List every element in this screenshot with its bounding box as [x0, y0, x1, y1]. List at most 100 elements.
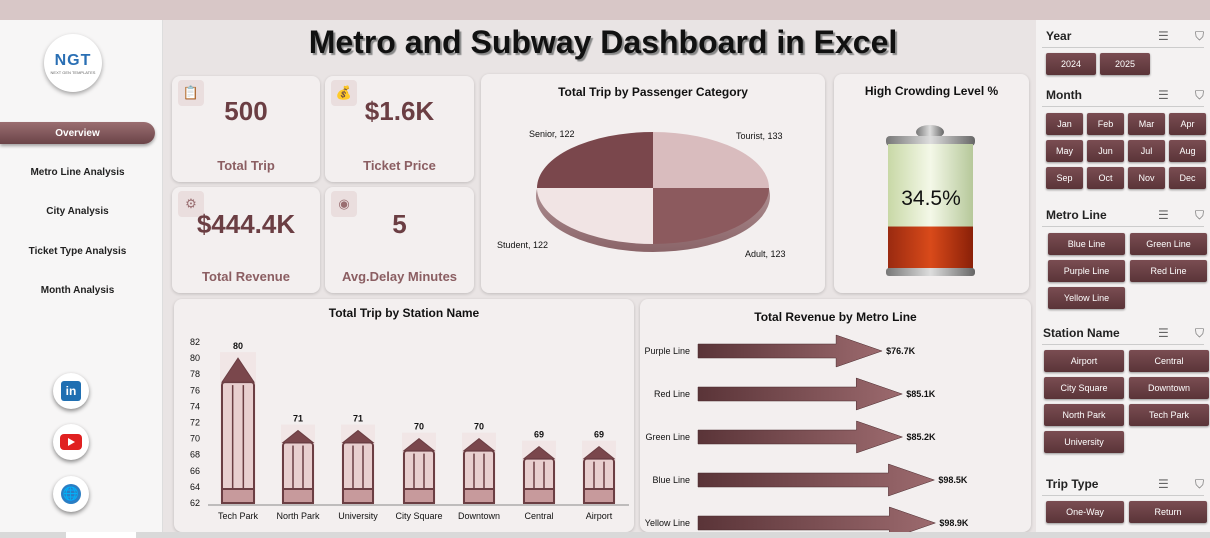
slicer-month-aug[interactable]: Aug [1169, 140, 1206, 162]
pencil-eraser [583, 488, 615, 504]
slicer-month-mar[interactable]: Mar [1128, 113, 1165, 135]
nav-metro-line-analysis[interactable]: Metro Line Analysis [30, 166, 125, 178]
multi-select-icon[interactable]: ☰ [1158, 477, 1169, 491]
clear-filter-icon[interactable]: ⛉ [1194, 326, 1204, 340]
sheet-tab-active[interactable] [66, 532, 136, 538]
slicer-month-feb[interactable]: Feb [1087, 113, 1124, 135]
slicer-month-jan[interactable]: Jan [1046, 113, 1083, 135]
slicer-month-jun[interactable]: Jun [1087, 140, 1124, 162]
bar-value-label: 71 [293, 414, 303, 424]
revenue-chart-card: Total Revenue by Metro Line Purple Line $… [640, 299, 1031, 532]
clear-filter-icon[interactable]: ⛉ [1194, 88, 1204, 102]
clear-filter-icon[interactable]: ⛉ [1194, 29, 1204, 43]
clear-filter-icon[interactable]: ⛉ [1194, 208, 1204, 222]
youtube-button[interactable] [53, 424, 89, 460]
pie-label-tourist: Tourist, 133 [736, 131, 783, 141]
station-bar: 71 North Park [276, 414, 320, 521]
slicer-month-apr[interactable]: Apr [1169, 113, 1206, 135]
multi-select-icon[interactable]: ☰ [1158, 208, 1169, 222]
y-category-label: Purple Line [644, 346, 690, 356]
slicer-station-item[interactable]: Tech Park [1129, 404, 1209, 426]
y-category-label: Green Line [645, 432, 690, 442]
multi-select-icon[interactable]: ☰ [1158, 326, 1169, 340]
revenue-arrow: Red Line $85.1K [654, 377, 936, 411]
slicer-year-2025[interactable]: 2025 [1100, 53, 1150, 75]
kpi-value: 500 [224, 96, 268, 126]
clear-filter-icon[interactable]: ⛉ [1194, 477, 1204, 491]
station-bar: 70 Downtown [458, 422, 500, 521]
slicer-station-item[interactable]: Airport [1044, 350, 1124, 372]
slicer-month-tools: ☰ ⛉ [1158, 88, 1204, 102]
kpi-label: Total Revenue [202, 269, 290, 284]
divider [1042, 106, 1204, 107]
dashboard-title: Metro and Subway Dashboard in Excel [308, 24, 898, 60]
slicer-year-2024[interactable]: 2024 [1046, 53, 1096, 75]
kpi-card-ticket-price: 💰 $1.6K Ticket Price [325, 76, 474, 182]
slicer-month-dec[interactable]: Dec [1169, 167, 1206, 189]
linkedin-button[interactable]: in [53, 373, 89, 409]
y-tick-label: 72 [190, 418, 200, 428]
nav-month-analysis[interactable]: Month Analysis [40, 284, 115, 296]
arrow-value-label: $98.5K [938, 475, 968, 485]
arrow-shape [697, 506, 937, 532]
station-bar: 69 Central [522, 430, 556, 521]
nav-city-analysis[interactable]: City Analysis [46, 205, 109, 217]
pencil-tip [221, 357, 255, 383]
pencil-tip [522, 446, 556, 460]
multi-select-icon[interactable]: ☰ [1158, 29, 1169, 43]
y-tick-label: 62 [190, 498, 200, 508]
slicer-station-item[interactable]: Central [1129, 350, 1209, 372]
slicer-trip-type-one-way[interactable]: One-Way [1046, 501, 1124, 523]
logo: NGT NEXT GEN TEMPLATES [44, 34, 102, 92]
multi-select-icon[interactable]: ☰ [1158, 88, 1169, 102]
x-tick-label: City Square [395, 511, 442, 521]
slicer-metro-line-item[interactable]: Yellow Line [1048, 287, 1125, 309]
bar-value-label: 69 [594, 430, 604, 440]
x-tick-label: Tech Park [218, 511, 259, 521]
pencil-tip [582, 446, 616, 460]
slicer-month-jul[interactable]: Jul [1128, 140, 1165, 162]
slicer-trip-type-return[interactable]: Return [1129, 501, 1207, 523]
y-category-label: Yellow Line [645, 518, 690, 528]
nav-ticket-type-analysis[interactable]: Ticket Type Analysis [28, 245, 127, 257]
slicer-month-sep[interactable]: Sep [1046, 167, 1083, 189]
slicer-metro-line-item[interactable]: Purple Line [1048, 260, 1125, 282]
slicer-metro-line-item[interactable]: Red Line [1130, 260, 1207, 282]
slicer-metro-line-item[interactable]: Blue Line [1048, 233, 1125, 255]
logo-subtitle: NEXT GEN TEMPLATES [50, 69, 96, 75]
slicer-month-title: Month [1046, 88, 1082, 102]
kpi-value: $1.6K [364, 96, 435, 126]
x-tick-label: North Park [276, 511, 320, 521]
y-tick-label: 64 [190, 482, 200, 492]
clipboard-icon: 📋 [178, 80, 204, 106]
nav-overview[interactable]: Overview [0, 122, 155, 144]
battery-top [886, 136, 975, 146]
revenue-arrow: Green Line $85.2K [645, 420, 936, 454]
slicer-station-item[interactable]: Downtown [1129, 377, 1209, 399]
pencil-eraser [342, 488, 374, 504]
slicer-panel: Year ☰ ⛉ 2024 2025 Month ☰ ⛉ Jan Feb Mar Apr M… [1036, 20, 1210, 532]
revenue-arrow: Yellow Line $98.9K [645, 506, 969, 532]
pie-chart-title: Total Trip by Passenger Category [558, 85, 748, 99]
slicer-station-item[interactable]: University [1044, 431, 1124, 453]
revenue-arrow: Purple Line $76.7K [644, 334, 916, 368]
slicer-month-nov[interactable]: Nov [1128, 167, 1165, 189]
y-tick-label: 80 [190, 353, 200, 363]
bar-value-label: 71 [353, 414, 363, 424]
slicer-station-item[interactable]: City Square [1044, 377, 1124, 399]
kpi-label: Ticket Price [363, 158, 436, 173]
x-tick-label: Central [524, 511, 553, 521]
slicer-station-title: Station Name [1043, 326, 1120, 340]
y-tick-label: 70 [190, 434, 200, 444]
y-tick-label: 76 [190, 385, 200, 395]
youtube-icon [60, 434, 82, 450]
slicer-month-oct[interactable]: Oct [1087, 167, 1124, 189]
slicer-metro-line-item[interactable]: Green Line [1130, 233, 1207, 255]
y-tick-label: 66 [190, 466, 200, 476]
arrow-value-label: $85.1K [906, 389, 936, 399]
sheet-tab-bar [0, 532, 1210, 538]
website-button[interactable]: 🌐 [53, 476, 89, 512]
arrow-shape [697, 334, 883, 368]
slicer-station-item[interactable]: North Park [1044, 404, 1124, 426]
slicer-month-may[interactable]: May [1046, 140, 1083, 162]
